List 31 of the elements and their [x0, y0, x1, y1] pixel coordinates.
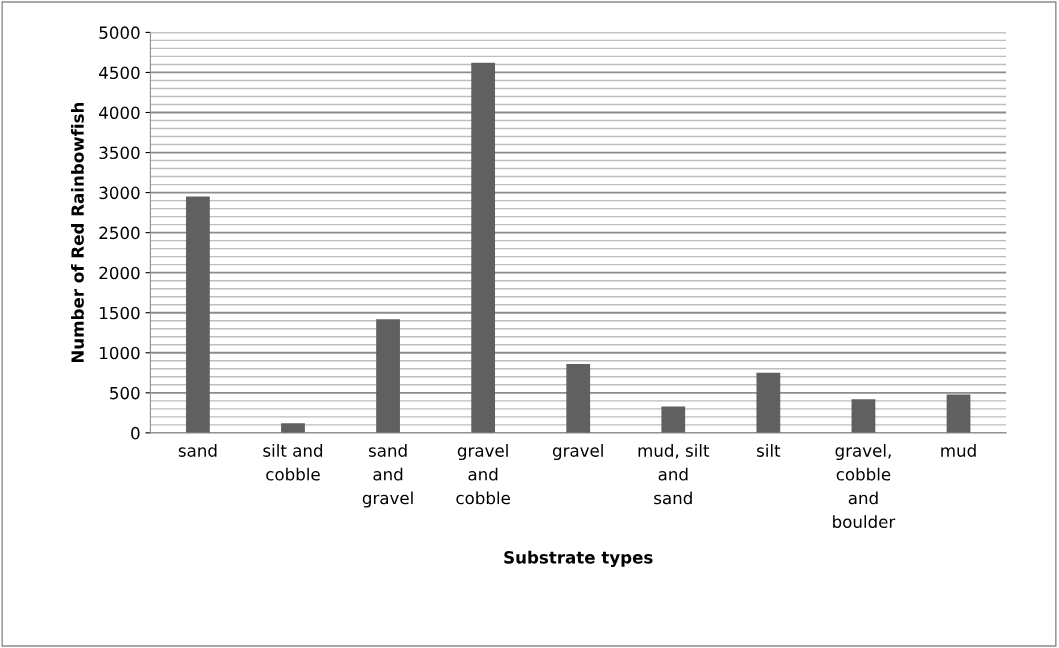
bar — [186, 196, 210, 433]
x-tick-label: silt and cobble — [263, 443, 323, 481]
x-tick-label: sand — [178, 443, 217, 457]
y-tick-label: 4500 — [99, 66, 140, 80]
bar — [281, 423, 305, 433]
bar — [471, 62, 496, 433]
x-tick-label: gravel — [552, 443, 603, 461]
bar — [376, 319, 400, 433]
x-tick-label: mud — [941, 443, 976, 457]
y-tick-label: 3000 — [99, 186, 140, 200]
y-tick-label: 4000 — [99, 106, 140, 120]
x-tick-label: mud, silt and sand — [638, 443, 710, 505]
y-tick-label: 5000 — [99, 26, 140, 39]
x-tick-label: gravel and cobble — [456, 443, 510, 505]
bar — [756, 372, 781, 433]
y-tick-label: 2000 — [99, 266, 140, 280]
y-tick-label: 2500 — [99, 226, 140, 240]
y-axis-title: Number of Red Rainbowfish — [71, 102, 84, 363]
y-tick-label: 3500 — [99, 146, 140, 160]
y-tick-label: 0 — [131, 426, 140, 440]
bar — [946, 394, 971, 433]
bar — [566, 363, 591, 433]
y-tick-label: 1000 — [100, 346, 140, 360]
x-tick-label: silt — [757, 443, 781, 457]
bar — [661, 406, 686, 433]
x-tick-label: gravel, cobble and boulder — [833, 443, 896, 529]
y-tick-label: 500 — [110, 386, 140, 400]
bar — [851, 399, 876, 433]
x-tick-label: sand and gravel — [362, 443, 413, 508]
y-tick-label: 1500 — [100, 306, 140, 320]
x-axis-title: Substrate types — [504, 550, 653, 567]
